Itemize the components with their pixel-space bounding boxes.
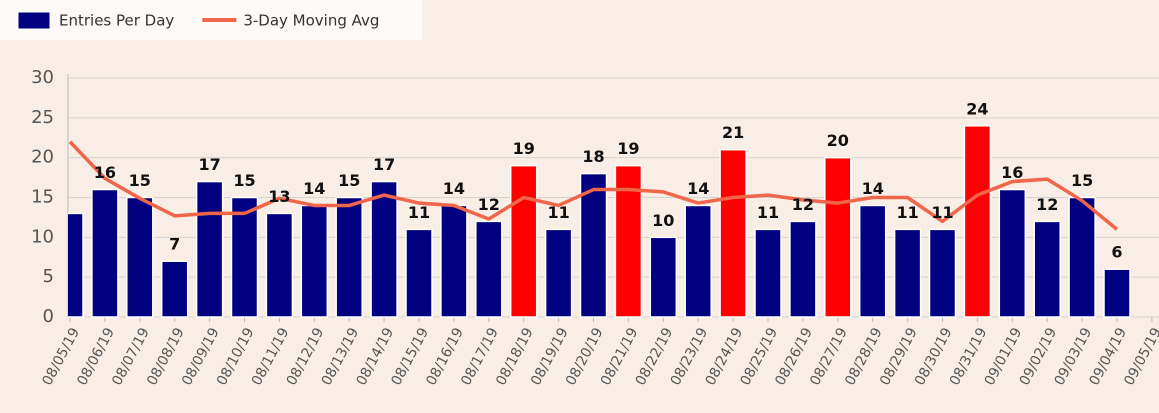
- bar: [91, 188, 119, 318]
- y-tick-label: 0: [43, 306, 54, 327]
- bar: [1103, 268, 1131, 318]
- bar: [858, 204, 887, 318]
- bar: [963, 125, 992, 318]
- bar: [1068, 196, 1096, 318]
- data-label: 12: [478, 195, 500, 214]
- bar: [265, 212, 294, 318]
- data-label: 11: [547, 203, 569, 222]
- bar: [1033, 220, 1061, 318]
- bar: [475, 220, 503, 318]
- legend-label: Entries Per Day: [59, 12, 174, 30]
- bar: [893, 228, 922, 318]
- data-label: 19: [513, 139, 535, 158]
- bar: [300, 204, 329, 318]
- y-tick-label: 25: [31, 107, 54, 128]
- data-label: 17: [198, 155, 220, 174]
- data-label: 24: [966, 99, 988, 118]
- bar: [68, 212, 84, 318]
- bar: [195, 180, 224, 318]
- data-label: 11: [931, 203, 953, 222]
- data-label: 12: [792, 195, 814, 214]
- data-label: 14: [303, 179, 325, 198]
- data-label: 16: [94, 163, 116, 182]
- moving-average-line: [68, 140, 1119, 231]
- y-tick-label: 30: [31, 67, 54, 88]
- bar: [824, 156, 852, 318]
- bar: [126, 196, 154, 318]
- data-label: 12: [1036, 195, 1058, 214]
- data-label: 14: [687, 179, 709, 198]
- bar: [335, 196, 363, 318]
- data-label: 11: [896, 203, 918, 222]
- legend-swatch: [17, 11, 51, 30]
- data-label: 15: [338, 171, 360, 190]
- bar: [754, 228, 782, 318]
- y-tick-label: 20: [31, 147, 54, 168]
- bar: [649, 236, 678, 318]
- bar: [789, 220, 817, 318]
- data-label: 20: [827, 131, 849, 150]
- bar: [160, 260, 189, 318]
- y-tick-label: 15: [31, 187, 54, 208]
- data-label: 19: [617, 139, 639, 158]
- data-label: 16: [1001, 163, 1023, 182]
- data-label: 21: [722, 123, 744, 142]
- data-label: 15: [1071, 171, 1093, 190]
- data-label: 10: [652, 211, 674, 230]
- bar: [544, 228, 573, 318]
- data-label: 14: [862, 179, 884, 198]
- data-label: 11: [757, 203, 779, 222]
- bar: [440, 204, 468, 318]
- bar: [370, 180, 398, 318]
- legend-label: 3-Day Moving Avg: [243, 12, 379, 30]
- line-layer: [68, 140, 1119, 231]
- bar: [230, 196, 259, 318]
- bar: [719, 148, 747, 318]
- bar: [509, 164, 538, 318]
- data-label: 17: [373, 155, 395, 174]
- data-label: 13: [268, 187, 290, 206]
- data-label: 6: [1111, 243, 1122, 262]
- y-tick-label: 10: [31, 226, 54, 247]
- bar: [405, 228, 433, 318]
- bar: [928, 228, 957, 318]
- data-label: 18: [582, 147, 604, 166]
- y-tick-label: 5: [43, 266, 54, 287]
- data-label: 11: [408, 203, 430, 222]
- data-label: 15: [129, 171, 151, 190]
- data-label: 15: [233, 171, 255, 190]
- bar: [579, 172, 608, 318]
- bar: [684, 204, 712, 318]
- legend: Entries Per Day 3-Day Moving Avg: [17, 11, 379, 30]
- data-label: 7: [169, 235, 180, 254]
- data-label: 14: [443, 179, 465, 198]
- bar: [998, 188, 1027, 318]
